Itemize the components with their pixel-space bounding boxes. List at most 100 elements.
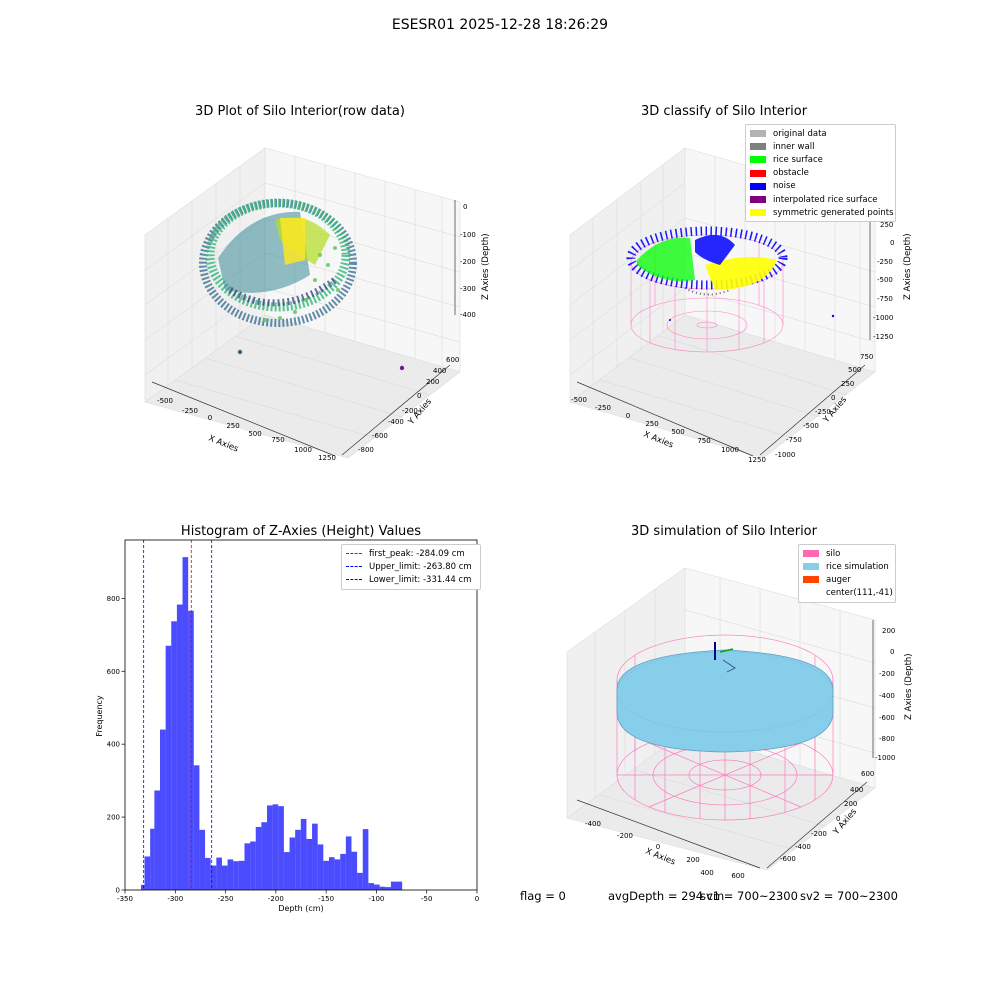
x-tick-label: -250 xyxy=(218,895,234,903)
x-tick: 600 xyxy=(731,872,744,880)
simulation-y-tick-labels: -600 -400 -200 0 200 400 600 xyxy=(780,770,874,863)
legend-label: Lower_limit: -331.44 cm xyxy=(369,574,472,585)
simulation-rice-surface xyxy=(616,649,834,753)
z-tick: -200 xyxy=(879,670,895,678)
y-tick: -400 xyxy=(795,843,811,851)
legend-swatch xyxy=(750,209,766,217)
z-tick: -1250 xyxy=(873,333,893,341)
x-tick-label: -350 xyxy=(117,895,133,903)
histogram-bar xyxy=(289,837,296,890)
y-tick: 500 xyxy=(848,366,861,374)
z-tick: -400 xyxy=(879,692,895,700)
legend-label: symmetric generated points xyxy=(773,207,894,218)
histogram-bar xyxy=(150,828,155,890)
y-tick: -600 xyxy=(780,855,796,863)
legend-entry: silo xyxy=(803,547,891,560)
z-tick: 0 xyxy=(890,648,894,656)
histogram-bar xyxy=(216,857,222,890)
classify-plot-title: 3D classify of Silo Interior xyxy=(640,104,808,119)
simulation-x-label: X Axies xyxy=(644,847,677,868)
z-tick: -1000 xyxy=(873,314,893,322)
classify-plot-panes xyxy=(569,147,876,459)
y-tick-label: 800 xyxy=(107,595,120,603)
legend-entry: noise xyxy=(750,180,891,193)
x-tick-label: -100 xyxy=(368,895,384,903)
x-tick: -400 xyxy=(585,820,601,828)
histogram-bar xyxy=(351,851,358,890)
histogram-bar xyxy=(272,804,279,890)
simulation-axis-lines xyxy=(576,620,874,869)
legend-swatch xyxy=(803,563,819,571)
histogram-bar xyxy=(188,610,194,890)
legend-entry: original data xyxy=(750,127,891,140)
y-tick: 0 xyxy=(831,394,835,402)
raw-axis-lines xyxy=(151,200,456,457)
histogram-bar xyxy=(323,860,329,890)
classify-legend: original data inner wall rice surface ob… xyxy=(745,124,896,223)
histogram-bar xyxy=(317,844,324,890)
histogram-bar xyxy=(295,829,301,890)
legend-entry: rice surface xyxy=(750,153,891,166)
x-tick: 250 xyxy=(645,420,658,428)
legend-entry: obstacle xyxy=(750,167,891,180)
legend-label: auger xyxy=(826,574,851,585)
legend-label: noise xyxy=(773,181,796,192)
classify-x-label: X Axies xyxy=(642,430,675,451)
x-tick: 200 xyxy=(686,856,699,864)
legend-entry: rice simulation xyxy=(803,560,891,573)
simulation-auger xyxy=(714,642,736,673)
z-tick: -400 xyxy=(460,311,476,319)
legend-label: inner wall xyxy=(773,141,815,152)
histogram-bar xyxy=(306,838,313,890)
y-tick: 600 xyxy=(446,356,459,364)
legend-entry: interpolated rice surface xyxy=(750,193,891,206)
raw-z-label: Z Axies (Depth) xyxy=(481,233,491,300)
x-tick: 500 xyxy=(248,430,261,438)
y-tick-label: 600 xyxy=(107,668,120,676)
z-tick: 0 xyxy=(463,203,467,211)
histogram-title: Histogram of Z-Axies (Height) Values xyxy=(180,524,422,539)
legend-swatch xyxy=(803,576,819,584)
y-tick: -500 xyxy=(803,422,819,430)
x-tick-label: -200 xyxy=(268,895,284,903)
histogram-reference-lines xyxy=(143,540,213,890)
y-tick: -200 xyxy=(402,407,418,415)
classify-z-tick-labels: 500 250 0 -250 -500 -750 -1000 -1250 xyxy=(873,202,894,341)
histogram-bar xyxy=(182,557,189,890)
histogram-bar xyxy=(267,805,273,890)
legend-label: center(111,-41) xyxy=(826,588,893,599)
z-tick: -100 xyxy=(460,231,476,239)
histogram-bar xyxy=(140,884,145,890)
raw-x-label: X Axies xyxy=(207,434,240,455)
x-tick: 0 xyxy=(626,412,630,420)
raw-plot-title: 3D Plot of Silo Interior(row data) xyxy=(195,104,405,119)
legend-label: interpolated rice surface xyxy=(773,194,878,205)
y-tick: 400 xyxy=(850,786,863,794)
y-tick-label: 0 xyxy=(116,887,120,895)
legend-swatch xyxy=(750,143,766,151)
histogram-bar xyxy=(374,884,380,890)
histogram-bar xyxy=(340,853,346,890)
z-tick: 0 xyxy=(890,239,894,247)
x-tick: 1000 xyxy=(721,446,739,454)
figure-title: ESESR01 2025-12-28 18:26:29 xyxy=(391,17,609,33)
legend-entry: Upper_limit: -263.80 cm xyxy=(346,560,476,573)
histogram-bar xyxy=(345,836,352,890)
legend-line xyxy=(346,553,362,555)
raw-3d-plot: -500 -250 0 250 500 750 1000 1250 X Axie… xyxy=(144,147,491,462)
histogram-bar xyxy=(171,621,177,890)
legend-swatch xyxy=(750,196,766,204)
histogram-bar xyxy=(250,841,256,890)
histogram-y-label: Frequency xyxy=(95,695,104,737)
y-tick: -600 xyxy=(372,432,388,440)
y-tick: 0 xyxy=(417,392,421,400)
y-tick: 200 xyxy=(844,800,857,808)
simulation-x-tick-labels: -400 -200 0 200 400 600 xyxy=(585,820,745,880)
simulation-3d-plot: -400 -200 0 200 400 600 X Axies -600 -40… xyxy=(566,567,914,880)
histogram-x-ticks: -350 -300 -250 -200 -150 -100 -50 0 xyxy=(117,890,479,903)
histogram-bar xyxy=(210,865,217,890)
legend-line xyxy=(346,579,362,581)
legend-label: obstacle xyxy=(773,168,809,179)
status-sv2: sv2 = 700~2300 xyxy=(800,889,898,903)
histogram-bar xyxy=(300,818,307,890)
